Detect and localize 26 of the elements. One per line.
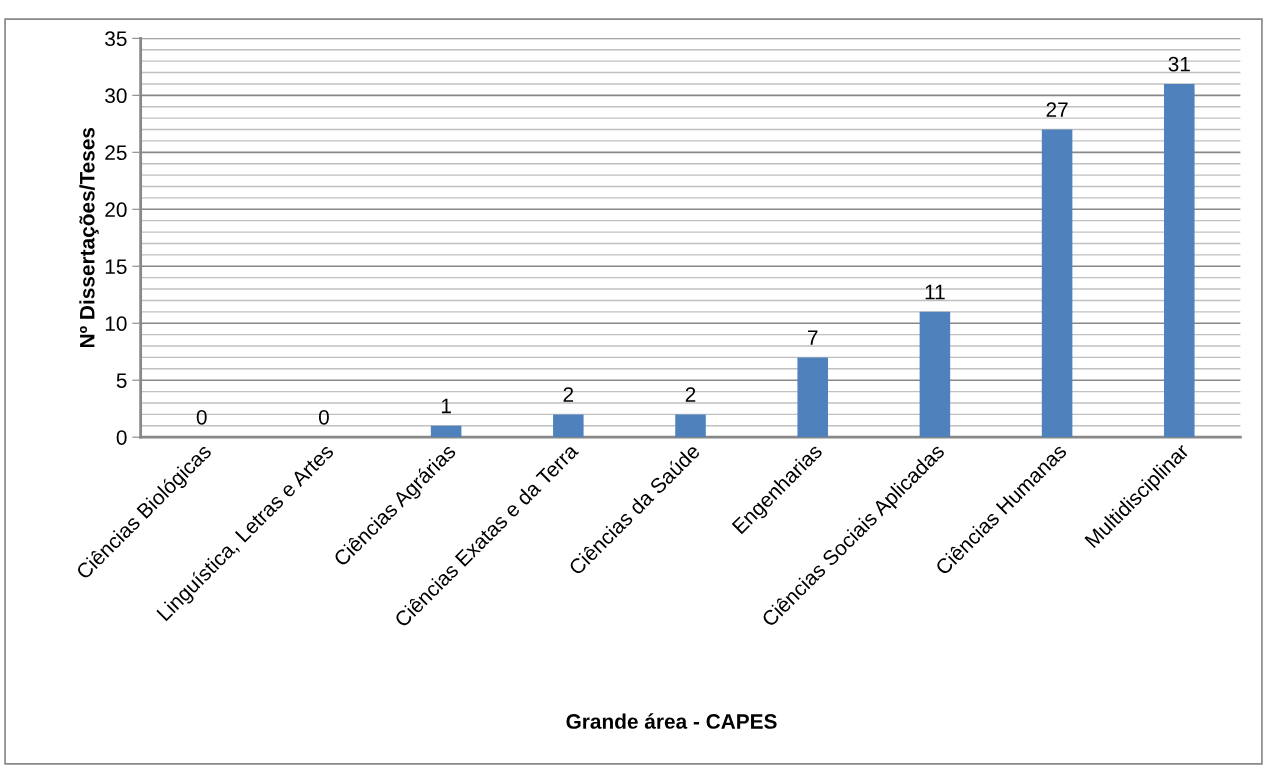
y-axis-title: Nº Dissertações/Teses xyxy=(79,127,99,348)
data-label: 27 xyxy=(1046,102,1068,117)
y-tick-label: 35 xyxy=(105,31,127,47)
data-label: 11 xyxy=(925,284,945,300)
data-label: 31 xyxy=(1168,56,1190,72)
y-tick-label: 25 xyxy=(105,145,127,161)
data-label: 7 xyxy=(807,330,818,345)
y-tick-label: 0 xyxy=(116,430,127,445)
bar xyxy=(675,414,706,438)
data-label: 2 xyxy=(563,387,574,402)
y-tick-label: 15 xyxy=(105,259,127,275)
bar xyxy=(430,425,462,438)
bar xyxy=(1041,129,1073,438)
data-label: 1 xyxy=(441,398,451,414)
y-tick-label: 20 xyxy=(105,202,127,218)
y-tick-label: 10 xyxy=(105,316,127,331)
data-label: 2 xyxy=(685,387,696,402)
y-tick-label: 30 xyxy=(105,88,127,104)
bar xyxy=(553,414,584,438)
data-label: 0 xyxy=(318,409,329,425)
bar xyxy=(1164,83,1195,438)
data-label: 0 xyxy=(196,409,207,425)
x-axis-title: Grande área - CAPES xyxy=(566,713,777,729)
bar xyxy=(797,357,828,438)
bar xyxy=(919,311,951,438)
y-tick-label: 5 xyxy=(116,373,127,388)
